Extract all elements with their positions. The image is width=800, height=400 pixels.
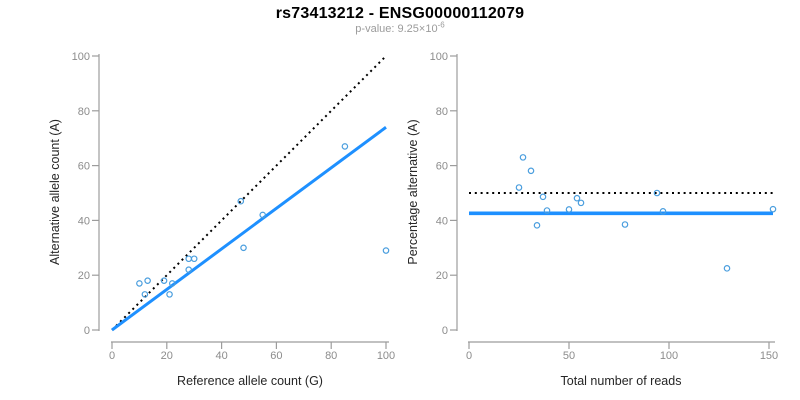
data-point [259,211,267,219]
percentage-vs-reads-scatter: 0 50 100 150 0 20 40 60 80 100 Total number of rea… [406,51,778,388]
y-tick-label: 0 [84,325,90,337]
y-axis-title: Percentage alternative (A) [406,119,420,264]
identity-line [111,55,387,331]
data-point [382,247,390,254]
x-axis-title: Reference allele count (G) [177,374,323,388]
x-tick-label: 40 [215,350,227,362]
y-tick-label: 0 [442,325,448,337]
data-point [160,277,168,284]
data-point [565,206,573,213]
data-point [659,208,667,215]
x-tick-label: 60 [270,350,282,362]
x-tick-label: 20 [161,350,173,362]
data-point [533,222,541,229]
data-point [190,255,198,263]
data-point [341,143,349,150]
regression-line [111,126,387,332]
data-point [168,280,176,287]
pvalue-prefix: p-value: [355,23,398,35]
data-point [519,154,527,161]
data-point [144,277,151,284]
y-tick-label: 20 [436,270,448,282]
data-point [166,291,173,298]
y-tick-label: 60 [436,161,448,173]
data-point [185,255,193,263]
data-point [515,184,523,191]
data-point [621,221,629,228]
x-tick-label: 0 [109,350,115,362]
y-tick-label: 40 [78,215,90,227]
data-point [141,291,149,298]
pvalue-base: 9.25×10 [397,23,438,35]
y-tick-label: 80 [78,106,90,118]
data-point [653,189,661,197]
data-point [527,167,535,175]
data-point [769,205,777,213]
data-point [543,207,551,214]
y-tick-label: 100 [72,51,90,63]
plot-title: rs73413212 - ENSG00000112079 [275,5,525,22]
data-point [237,197,245,205]
x-tick-label: 50 [563,350,575,362]
data-point [723,265,731,272]
data-point [577,199,585,207]
y-tick-label: 100 [430,51,448,63]
y-axis-title: Alternative allele count (A) [48,119,62,265]
y-tick-label: 40 [436,215,448,227]
x-tick-label: 100 [660,350,678,362]
data-point [573,194,581,202]
y-tick-label: 60 [78,161,90,173]
y-tick-label: 80 [436,106,448,118]
data-point [136,280,143,287]
y-tick-label: 20 [78,270,90,282]
x-tick-label: 80 [325,350,337,362]
x-tick-label: 150 [760,350,778,362]
pvalue-exponent: -6 [437,20,445,30]
x-tick-label: 0 [466,350,472,362]
data-point [185,266,193,274]
data-point [240,244,247,252]
allele-counts-scatter: 0 20 40 60 80 100 0 20 40 60 80 100 Reference allele… [48,51,395,388]
data-point [539,193,547,201]
plot-subtitle: p-value: 9.25×10-6 [0,20,800,35]
x-tick-label: 100 [377,350,395,362]
x-axis-title: Total number of reads [561,374,682,388]
